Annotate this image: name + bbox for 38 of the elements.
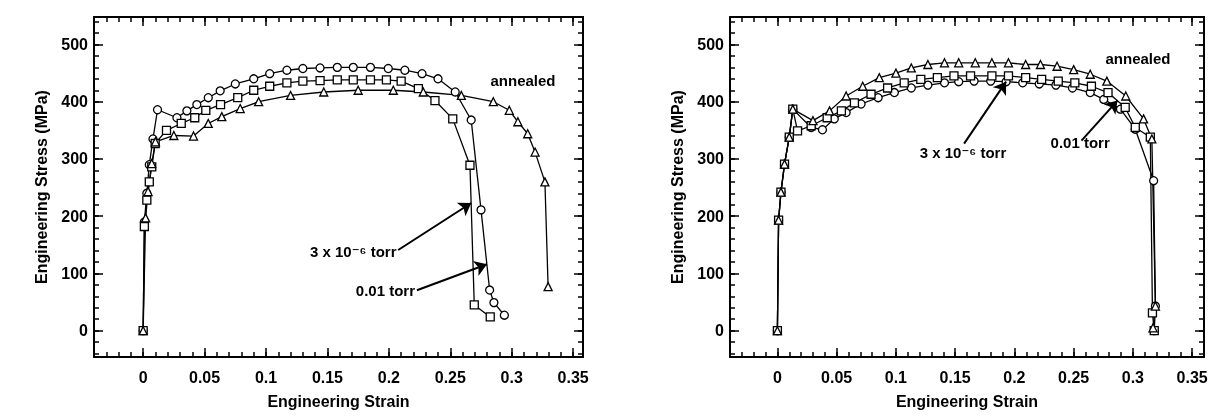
x-tick-label: 0.35 [1176, 368, 1208, 386]
y-axis-title: Engineering Stress (MPa) [32, 90, 50, 284]
x-tick-label: 0.25 [1058, 368, 1090, 386]
x-tick-label: 0.15 [939, 368, 971, 386]
y-axis-title: Engineering Stress (MPa) [668, 90, 686, 284]
y-tick-label: 500 [697, 35, 725, 53]
annotation: annealed [490, 71, 556, 89]
x-tick-label: 0.3 [500, 368, 523, 386]
x-axis-title: Engineering Strain [895, 392, 1039, 410]
x-tick-label: 0.2 [1003, 368, 1026, 386]
x-axis-title: Engineering Strain [267, 392, 410, 410]
annotation: 3 x 10⁻⁶ torr [919, 144, 1007, 162]
x-tick-label: 0.1 [884, 368, 908, 386]
x-tick-label: 0.2 [377, 368, 401, 386]
x-tick-label: 0.15 [311, 368, 344, 386]
annotation: 0.01 torr [355, 282, 416, 300]
y-tick-label: 400 [61, 93, 89, 111]
y-tick-label: 300 [61, 150, 89, 168]
y-tick-label: 200 [61, 207, 89, 225]
y-tick-label: 400 [697, 93, 725, 111]
y-tick-label: 100 [697, 264, 725, 282]
x-tick-label: 0 [138, 368, 148, 386]
x-tick-label: 0.05 [189, 368, 221, 386]
y-tick-label: 200 [697, 207, 725, 225]
annotation: annealed [1105, 49, 1171, 67]
x-tick-label: 0 [772, 368, 782, 386]
x-tick-label: 0.1 [254, 368, 278, 386]
x-tick-label: 0.05 [821, 368, 853, 386]
y-tick-label: 100 [61, 264, 89, 282]
x-tick-label: 0.35 [557, 368, 589, 386]
x-tick-label: 0.25 [434, 368, 466, 386]
y-tick-label: 0 [715, 322, 725, 340]
y-tick-label: 300 [697, 150, 725, 168]
x-tick-label: 0.3 [1121, 368, 1145, 386]
annotation: 0.01 torr [1050, 133, 1110, 151]
y-tick-label: 0 [79, 322, 89, 340]
y-tick-label: 500 [61, 35, 89, 53]
annotation: 3 x 10⁻⁶ torr [309, 242, 397, 260]
